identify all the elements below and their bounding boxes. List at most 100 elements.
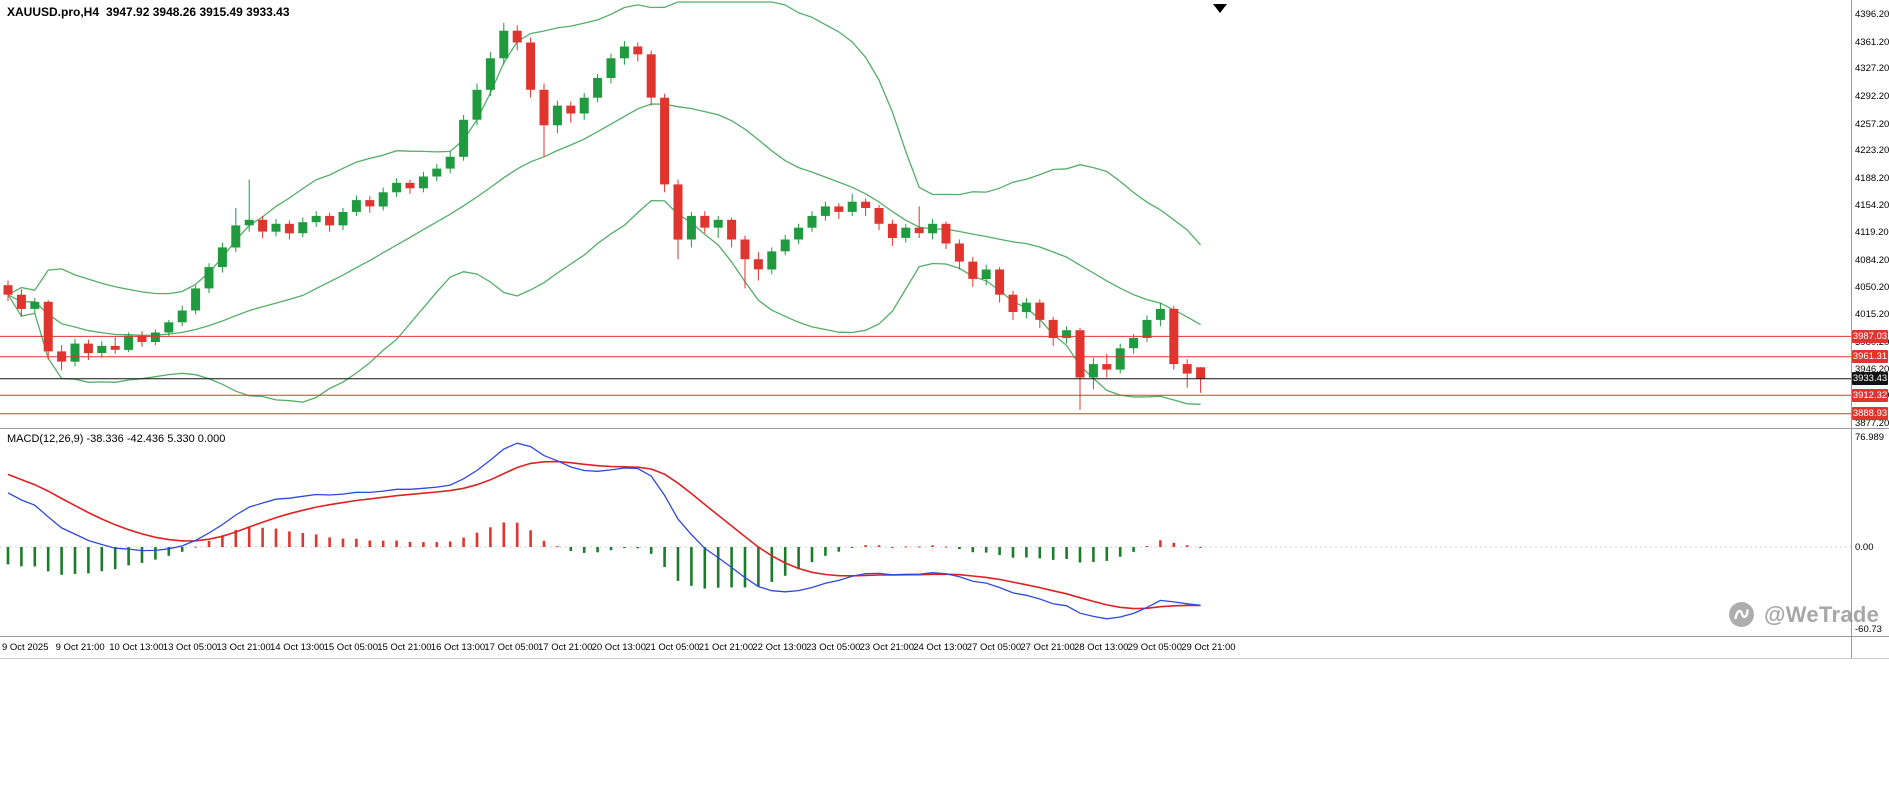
- candle-body: [1102, 364, 1112, 370]
- candle-body: [767, 251, 777, 270]
- macd-histogram-bar: [462, 537, 465, 547]
- price-level-tag: 3961.31: [1852, 350, 1888, 364]
- time-axis-label: 27 Oct 05:00: [966, 642, 1022, 653]
- bollinger-upper-line: [7, 1, 1202, 296]
- macd-histogram-bar: [274, 528, 278, 547]
- price-level-tag: 3912.32: [1852, 388, 1888, 402]
- candle-body: [740, 239, 750, 260]
- macd-histogram-bar: [690, 547, 693, 586]
- price-axis-label: 3946.20: [1855, 363, 1889, 375]
- candle-body: [204, 267, 214, 289]
- macd-histogram-bar: [221, 535, 224, 547]
- candle-body: [1115, 348, 1125, 370]
- macd-histogram-bar: [180, 547, 184, 552]
- time-axis-label: 22 Oct 13:00: [752, 642, 807, 653]
- macd-histogram-bar: [435, 542, 439, 547]
- macd-histogram-bar: [1051, 547, 1055, 560]
- macd-histogram-bar: [140, 547, 144, 563]
- wetrade-watermark: @WeTrade: [1728, 601, 1879, 628]
- candle-body: [1155, 308, 1165, 320]
- time-axis-label: 15 Oct 05:00: [323, 642, 378, 653]
- time-axis-label: 9 Oct 21:00: [55, 642, 105, 653]
- current-price-tag: 3933.43: [1852, 372, 1888, 386]
- candle-body: [432, 168, 442, 177]
- candles-layer: [3, 22, 1206, 410]
- macd-histogram-bar: [716, 547, 720, 588]
- macd-histogram-bar: [1105, 547, 1109, 561]
- pane-dividers: [0, 0, 1889, 659]
- macd-histogram-bar: [569, 547, 573, 552]
- wetrade-label: @WeTrade: [1764, 601, 1880, 627]
- candle-body: [713, 219, 723, 228]
- macd-histogram-bar: [301, 533, 305, 547]
- candle-body: [887, 223, 897, 238]
- macd-histogram-bar: [743, 547, 747, 588]
- bollinger-bands: [7, 1, 1202, 405]
- candle-body: [177, 310, 187, 323]
- price-axis-label: 3877.20: [1855, 418, 1889, 429]
- macd-histogram-bar: [877, 545, 881, 547]
- candle-body: [365, 200, 375, 207]
- candle-body: [633, 46, 643, 55]
- macd-histogram-bar: [381, 540, 385, 547]
- candle-body: [217, 247, 227, 268]
- macd-histogram-bar: [408, 541, 412, 547]
- time-axis-label: 23 Oct 05:00: [806, 642, 861, 653]
- price-levels-layer: [0, 335, 1851, 415]
- macd-histogram-bar: [1159, 540, 1162, 547]
- candle-body: [995, 269, 1005, 295]
- macd-histogram-bar: [60, 547, 63, 575]
- candle-body: [164, 322, 174, 333]
- price-level-tag: 3987.03: [1852, 329, 1888, 343]
- macd-histogram-bar: [448, 541, 452, 547]
- macd-histogram-bar: [596, 547, 599, 553]
- candle-body: [901, 227, 911, 238]
- macd-histogram-bar: [958, 547, 961, 550]
- time-axis-label: 24 Oct 13:00: [913, 642, 968, 653]
- macd-histogram-bar: [328, 537, 331, 547]
- price-axis-label: 4084.20: [1855, 254, 1889, 266]
- candle-body: [271, 223, 281, 232]
- candle-body: [445, 156, 455, 169]
- macd-histogram-bar: [850, 547, 854, 548]
- candle-body: [338, 212, 348, 226]
- macd-line: [7, 442, 1201, 620]
- macd-axis-label: 0.00: [1855, 542, 1874, 553]
- macd-histogram-bar: [395, 540, 398, 547]
- macd-histogram-bar: [1011, 547, 1015, 558]
- candle-body: [124, 335, 134, 350]
- candle-body: [660, 97, 670, 185]
- candle-body: [526, 42, 536, 90]
- candle-body: [97, 345, 107, 353]
- candle-body: [686, 215, 696, 240]
- macd-histogram-bar: [864, 545, 867, 547]
- time-axis-label: 16 Oct 13:00: [430, 642, 486, 653]
- candle-body: [1062, 330, 1072, 339]
- time-axis-label: 28 Oct 13:00: [1074, 642, 1129, 653]
- macd-histogram-bar: [757, 547, 760, 587]
- candle-body: [499, 30, 509, 59]
- candle-body: [1196, 367, 1206, 379]
- macd-histogram-bar: [582, 547, 586, 553]
- candle-body: [137, 335, 147, 342]
- wetrade-logo-icon: [1729, 602, 1754, 627]
- candle-body: [673, 184, 683, 240]
- candle-body: [351, 200, 361, 212]
- candle-body: [834, 206, 844, 212]
- price-axis-label: 4223.20: [1855, 145, 1889, 157]
- macd-histogram-bar: [1199, 546, 1202, 548]
- candle-body: [325, 215, 335, 226]
- macd-histogram-bar: [1065, 547, 1068, 559]
- candle-body: [378, 192, 388, 207]
- candle-body: [1182, 364, 1192, 374]
- candle-body: [861, 201, 871, 208]
- candle-body: [820, 206, 830, 216]
- macd-histogram-bar: [100, 547, 104, 572]
- macd-histogram-bar: [1172, 542, 1176, 547]
- chart-shift-marker-icon[interactable]: [1213, 4, 1227, 13]
- price-axis-label: 4154.20: [1855, 199, 1889, 211]
- candle-body: [619, 46, 629, 59]
- macd-histogram-bar: [113, 547, 117, 570]
- macd-histogram-bar: [649, 547, 653, 554]
